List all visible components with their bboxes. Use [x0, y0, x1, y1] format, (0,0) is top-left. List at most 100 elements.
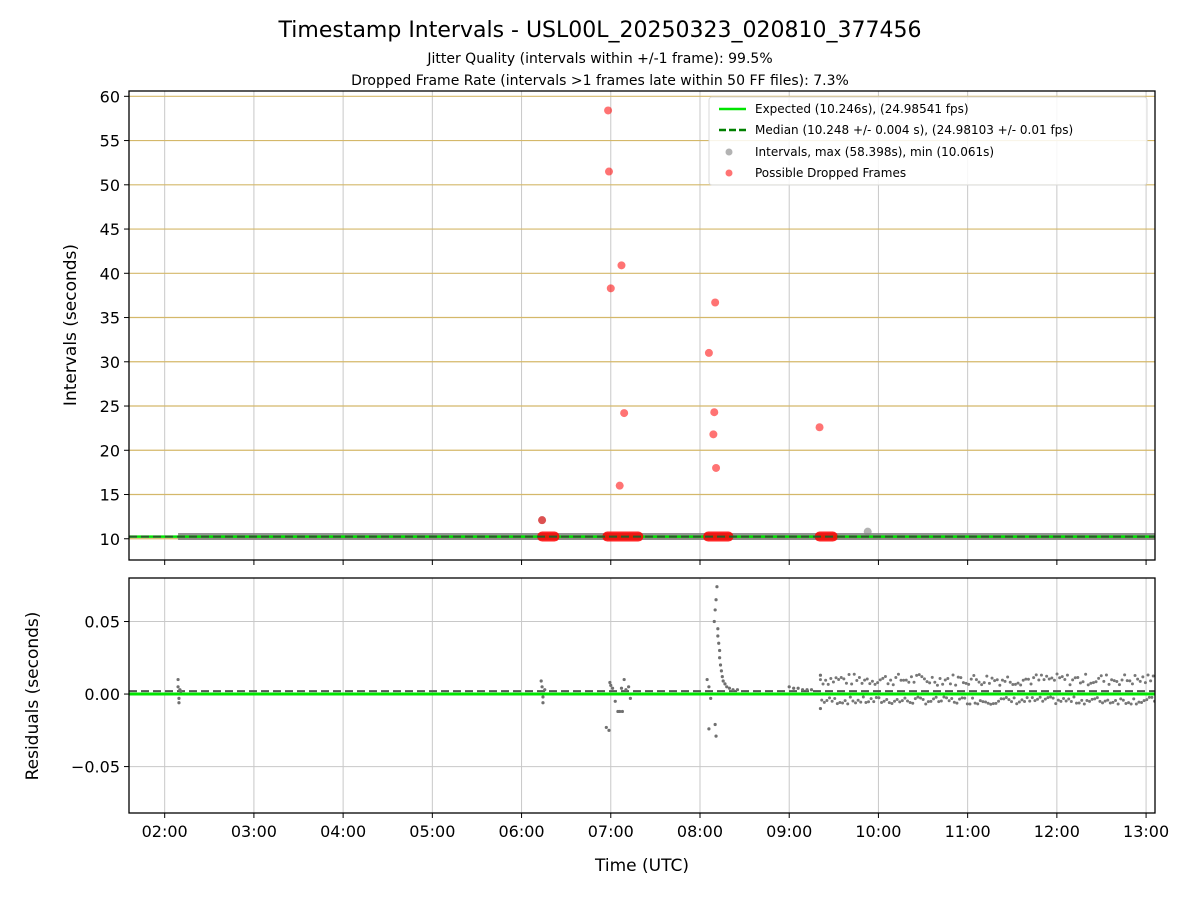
noise-dot [1149, 679, 1153, 683]
noise-dot [1051, 696, 1055, 700]
noise-dot [1147, 695, 1151, 699]
noise-dot [1056, 698, 1060, 702]
residuals-plot-area [129, 585, 1155, 738]
noise-dot [899, 678, 903, 682]
noise-dot [904, 678, 908, 682]
noise-dot [960, 696, 964, 700]
noise-dot [850, 682, 854, 686]
noise-dot [1032, 676, 1036, 680]
residual-point-36 [716, 634, 720, 638]
intervals-panel: 10 15 20 25 30 35 40 45 50 55 60 Intervals (second… [61, 87, 1156, 565]
dropped-point-10 [709, 430, 718, 439]
noise-dot [857, 676, 861, 680]
noise-dot [1128, 679, 1132, 683]
noise-dot [838, 700, 842, 704]
noise-dot [1046, 696, 1050, 700]
x-tick-label-10: 12:00 [1034, 822, 1080, 841]
noise-dot [946, 677, 950, 681]
noise-dot [1068, 683, 1072, 687]
noise-dot [856, 698, 860, 702]
noise-dot [837, 678, 841, 682]
noise-dot [997, 699, 1001, 703]
noise-dot [1037, 678, 1041, 682]
noise-dot [860, 681, 864, 685]
residuals-y-tick-label-2: −0.05 [71, 758, 120, 777]
noise-dot [971, 696, 975, 700]
noise-dot [872, 700, 876, 704]
noise-dot [934, 695, 938, 699]
noise-dot [1081, 680, 1085, 684]
residual-point-18 [618, 709, 622, 714]
noise-dot [1124, 701, 1128, 705]
residual-point-7 [540, 685, 544, 689]
noise-dot [1071, 678, 1075, 682]
intervals-y-tick-label-1: 15 [100, 486, 120, 505]
residual-point-16 [613, 699, 617, 703]
residual-point-3 [177, 701, 181, 705]
residual-point-25 [705, 677, 709, 682]
noise-dot [874, 695, 878, 699]
noise-dot [1123, 673, 1127, 677]
noise-dot [876, 681, 880, 685]
noise-dot [1021, 678, 1025, 682]
x-tick-label-5: 07:00 [588, 822, 634, 841]
noise-dot [965, 702, 969, 706]
residual-point-12 [607, 728, 611, 732]
noise-dot [929, 699, 933, 703]
noise-dot [1080, 698, 1084, 702]
legend-expected-label: Expected (10.246s), (24.98541 fps) [755, 102, 969, 116]
noise-dot [913, 697, 917, 701]
noise-dot [1008, 680, 1012, 684]
noise-dot [1090, 697, 1094, 701]
noise-dot [1047, 677, 1051, 681]
noise-dot [926, 700, 930, 704]
noise-dot [1088, 699, 1092, 703]
noise-dot [1085, 698, 1089, 702]
noise-dot [898, 700, 902, 704]
noise-dot [883, 675, 887, 679]
noise-dot [959, 676, 963, 680]
noise-dot [1072, 695, 1076, 699]
x-tick-label-9: 11:00 [945, 822, 991, 841]
residual-point-37 [717, 641, 721, 645]
noise-dot [951, 673, 955, 677]
noise-dot [861, 695, 865, 699]
residual-point-9 [541, 701, 545, 705]
noise-dot [1038, 695, 1042, 699]
legend-intervals-swatch [725, 148, 733, 156]
noise-dot [942, 695, 946, 699]
noise-dot [1017, 700, 1021, 704]
noise-dot [822, 700, 826, 704]
x-tick-label-0: 02:00 [142, 822, 188, 841]
residual-point-55 [818, 706, 823, 711]
noise-dot [1143, 681, 1147, 685]
noise-dot [963, 696, 967, 700]
noise-dot [890, 702, 894, 706]
noise-dot [851, 699, 855, 703]
noise-dot [995, 678, 999, 682]
noise-dot [1097, 676, 1101, 680]
noise-dot [1145, 698, 1149, 702]
residuals-panel: 0.050.00−0.05 02:00 03:00 04:00 05:00 06:00 0… [23, 577, 1169, 841]
noise-dot [964, 681, 968, 685]
noise-dot [922, 677, 926, 681]
noise-dot [1013, 682, 1017, 686]
noise-dot [1016, 681, 1020, 685]
chart-title: Timestamp Intervals - USL00L_20250323_02… [278, 18, 922, 43]
noise-dot [889, 678, 893, 682]
noise-dot [969, 677, 973, 681]
residual-point-52 [800, 688, 805, 692]
residual-point-45 [725, 685, 729, 689]
noise-dot [1089, 681, 1093, 685]
noise-dot [945, 696, 949, 700]
noise-dot [1117, 683, 1121, 687]
dropped-point-7 [704, 348, 713, 357]
noise-dot [1106, 698, 1110, 702]
noise-dot [989, 702, 993, 706]
noise-dot [878, 678, 882, 682]
intervals-y-tick-label-2: 20 [100, 441, 120, 460]
noise-dot [1006, 675, 1010, 679]
dropped-point-6 [620, 409, 629, 418]
noise-dot [1108, 701, 1112, 705]
noise-dot [903, 696, 907, 700]
